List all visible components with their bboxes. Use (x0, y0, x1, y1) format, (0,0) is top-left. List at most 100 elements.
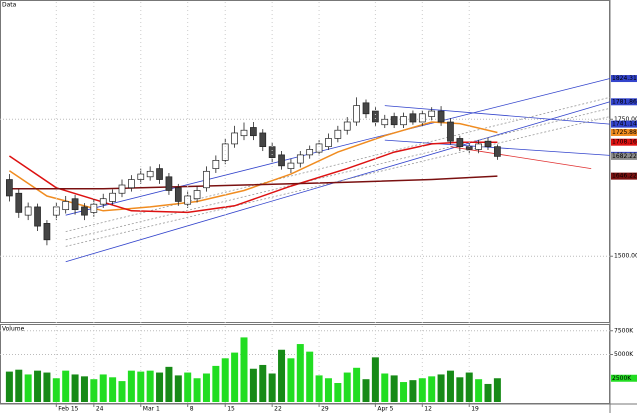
candle-body (372, 110, 379, 123)
price-tag-label: 2500K (612, 375, 632, 382)
volume-bar (52, 378, 60, 402)
volume-bar (371, 357, 379, 402)
x-tick-label: Feb 15 (58, 406, 78, 413)
x-tick-label: 24 (96, 406, 104, 413)
price-tag-label: 1682.22 (612, 153, 637, 160)
candle-body (128, 179, 135, 189)
candle-body (71, 198, 79, 211)
overlay-line (450, 146, 592, 169)
y-tick-label: 1500.00 (614, 253, 637, 260)
candle-body (6, 179, 13, 197)
volume-bar (306, 351, 314, 402)
volume-bar (80, 376, 88, 402)
volume-bar (409, 380, 417, 402)
volume-bar (202, 373, 210, 402)
volume-bar (475, 379, 483, 402)
volume-bar (324, 378, 332, 402)
volume-bar (109, 377, 117, 402)
volume-bar (127, 370, 135, 402)
volume-bar (259, 364, 267, 402)
volume-bar (5, 371, 13, 402)
candle-body (437, 110, 445, 123)
price-tag-label: 1824.3100 (612, 75, 637, 82)
candle-body (15, 192, 23, 213)
price-tag (611, 374, 637, 382)
volume-bar (212, 365, 220, 402)
overlay-line (384, 105, 611, 125)
overlay-line (65, 101, 611, 263)
volume-bar (446, 370, 454, 402)
volume-bar (437, 374, 445, 402)
volume-bar (156, 372, 164, 402)
price-tag (611, 98, 637, 106)
candle-body (184, 195, 192, 205)
candle-body (456, 138, 464, 148)
candle-body (306, 149, 314, 156)
candle-body (315, 143, 323, 153)
volume-bar (353, 367, 361, 402)
volume-bar (484, 383, 492, 402)
candle-body (90, 203, 98, 213)
candle-body (81, 206, 88, 216)
volume-bar (99, 374, 107, 402)
candle-body (43, 223, 51, 241)
volume-bar (43, 372, 51, 402)
y-tick-label: 5000K (614, 351, 634, 358)
candle-body (174, 187, 182, 202)
volume-bar (493, 378, 501, 402)
candle-body (34, 206, 41, 227)
price-tag (611, 152, 637, 160)
price-tag-label: 1725.88 (612, 129, 637, 136)
candle-body (62, 201, 70, 211)
volume-bar (278, 349, 286, 402)
candle-body (231, 132, 238, 145)
volume-bar (343, 372, 351, 402)
candle-body (334, 129, 342, 139)
volume-bar (428, 376, 436, 402)
candle-body (287, 162, 295, 169)
x-tick-label: Apr 5 (377, 406, 393, 413)
volume-bar (34, 370, 42, 402)
volume-bar (221, 358, 229, 402)
candle-body (99, 198, 107, 205)
candle-body (24, 206, 32, 216)
candle-body (447, 121, 454, 142)
overlay-line (9, 175, 498, 190)
volume-bar (334, 383, 342, 402)
x-tick-label: 29 (321, 406, 329, 413)
volume-bar (24, 374, 32, 402)
candle-body (259, 132, 267, 148)
x-tick-label: 12 (424, 406, 432, 413)
volume-bar (390, 375, 398, 402)
volume-bar (174, 375, 182, 402)
candle-body (418, 113, 426, 123)
price-panel-title: Data (2, 2, 17, 9)
candle-body (268, 146, 276, 158)
candle-body (428, 110, 436, 117)
candle-body (118, 184, 126, 194)
candle-body (475, 143, 482, 150)
price-tag (611, 128, 637, 136)
volume-bar (268, 373, 276, 402)
x-tick-label: 22 (274, 406, 282, 413)
candle-body (193, 190, 201, 200)
candle-body (250, 127, 257, 137)
volume-bar (240, 337, 248, 402)
volume-bar (287, 358, 295, 402)
overlay-line (65, 96, 611, 232)
y-tick-label: 7500K (614, 327, 634, 334)
candle-body (325, 138, 332, 148)
volume-bar (456, 377, 464, 402)
price-tag (611, 138, 637, 146)
volume-bar (15, 369, 23, 402)
candle-body (409, 113, 417, 123)
volume-bar (296, 344, 304, 402)
volume-bar (381, 373, 389, 402)
candle-body (343, 121, 351, 131)
overlay-line (65, 116, 611, 247)
candle-body (484, 140, 492, 148)
volume-bar (249, 368, 257, 402)
candle-body (165, 176, 173, 191)
